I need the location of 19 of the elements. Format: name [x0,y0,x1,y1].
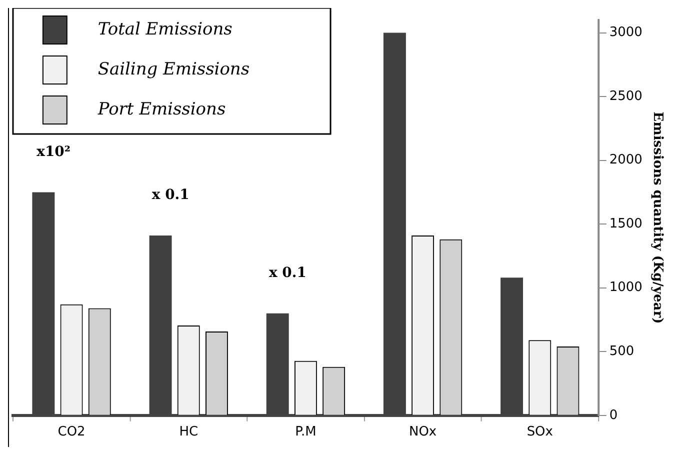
y-tick-label: 500 [609,344,634,360]
annotation: x 0.1 [152,187,190,204]
x-tick-label: HC [179,424,198,440]
y-tick-label: 1000 [609,280,642,296]
legend-label: Sailing Emissions [98,59,250,80]
y-tick-label: 3000 [609,25,642,40]
legend-label: Port Emissions [96,99,226,120]
annotation: x 0.1 [269,264,306,282]
annotation: x10² [36,144,70,160]
y-tick-label: 1500 [609,216,642,232]
y-tick-label: 0 [609,408,618,423]
y-tick-label: 2500 [609,88,642,104]
y-axis-title: Emissions quantity (Kg/year) [650,112,665,324]
x-tick-label: NOx [408,424,437,440]
x-tick-label: SOx [526,424,554,440]
x-tick-label: CO2 [58,424,86,440]
x-tick-label: P.M [295,424,316,440]
legend-label: Total Emissions [98,19,233,40]
y-tick-label: 2000 [609,152,642,168]
